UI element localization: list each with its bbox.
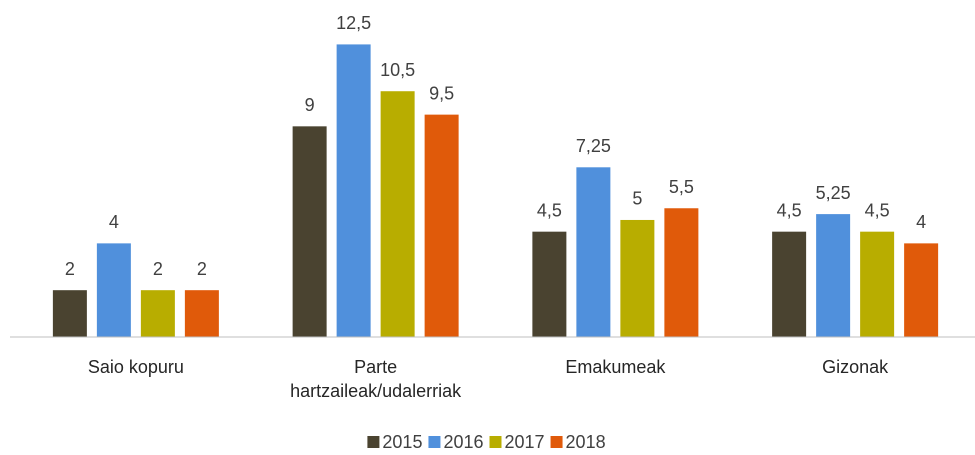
bar — [772, 231, 807, 337]
data-label: 7,25 — [576, 136, 611, 156]
data-label: 12,5 — [336, 13, 371, 33]
legend-swatch — [550, 436, 563, 448]
legend-label: 2015 — [382, 432, 422, 452]
data-label: 4,5 — [865, 200, 890, 220]
data-label: 2 — [153, 259, 163, 279]
x-tick-label: Parte hartzaileak/udalerriak — [290, 357, 462, 401]
data-label: 5 — [632, 189, 642, 209]
data-label: 5,5 — [669, 177, 694, 197]
data-label: 5,25 — [816, 183, 851, 203]
bar — [904, 243, 939, 337]
data-label: 4,5 — [777, 200, 802, 220]
bar — [860, 231, 895, 337]
x-tick-label: Emakumeak — [565, 357, 666, 377]
legend-swatch — [489, 436, 502, 448]
x-tick-label: Gizonak — [822, 357, 889, 377]
legend-label: 2016 — [443, 432, 483, 452]
bar — [184, 290, 219, 337]
bar — [140, 290, 175, 337]
bar — [424, 114, 459, 337]
bar — [532, 231, 567, 337]
bar — [96, 243, 131, 337]
data-label: 2 — [65, 259, 75, 279]
legend-swatch — [367, 436, 380, 448]
data-label: 10,5 — [380, 60, 415, 80]
bar — [380, 91, 415, 337]
legend-swatch — [428, 436, 441, 448]
x-tick-label: Saio kopuru — [87, 357, 184, 377]
data-label: 4 — [916, 212, 926, 232]
legend-label: 2017 — [505, 432, 545, 452]
bar — [336, 44, 371, 337]
data-label: 4 — [109, 212, 119, 232]
legend-label: 2018 — [566, 432, 606, 452]
bar — [292, 126, 327, 337]
bar — [576, 167, 611, 337]
data-label: 4,5 — [537, 200, 562, 220]
data-label: 9 — [305, 95, 315, 115]
bar — [52, 290, 87, 337]
bar — [664, 208, 699, 337]
data-label: 2 — [197, 259, 207, 279]
bar — [816, 214, 851, 337]
bar — [620, 219, 655, 337]
data-label: 9,5 — [429, 83, 454, 103]
